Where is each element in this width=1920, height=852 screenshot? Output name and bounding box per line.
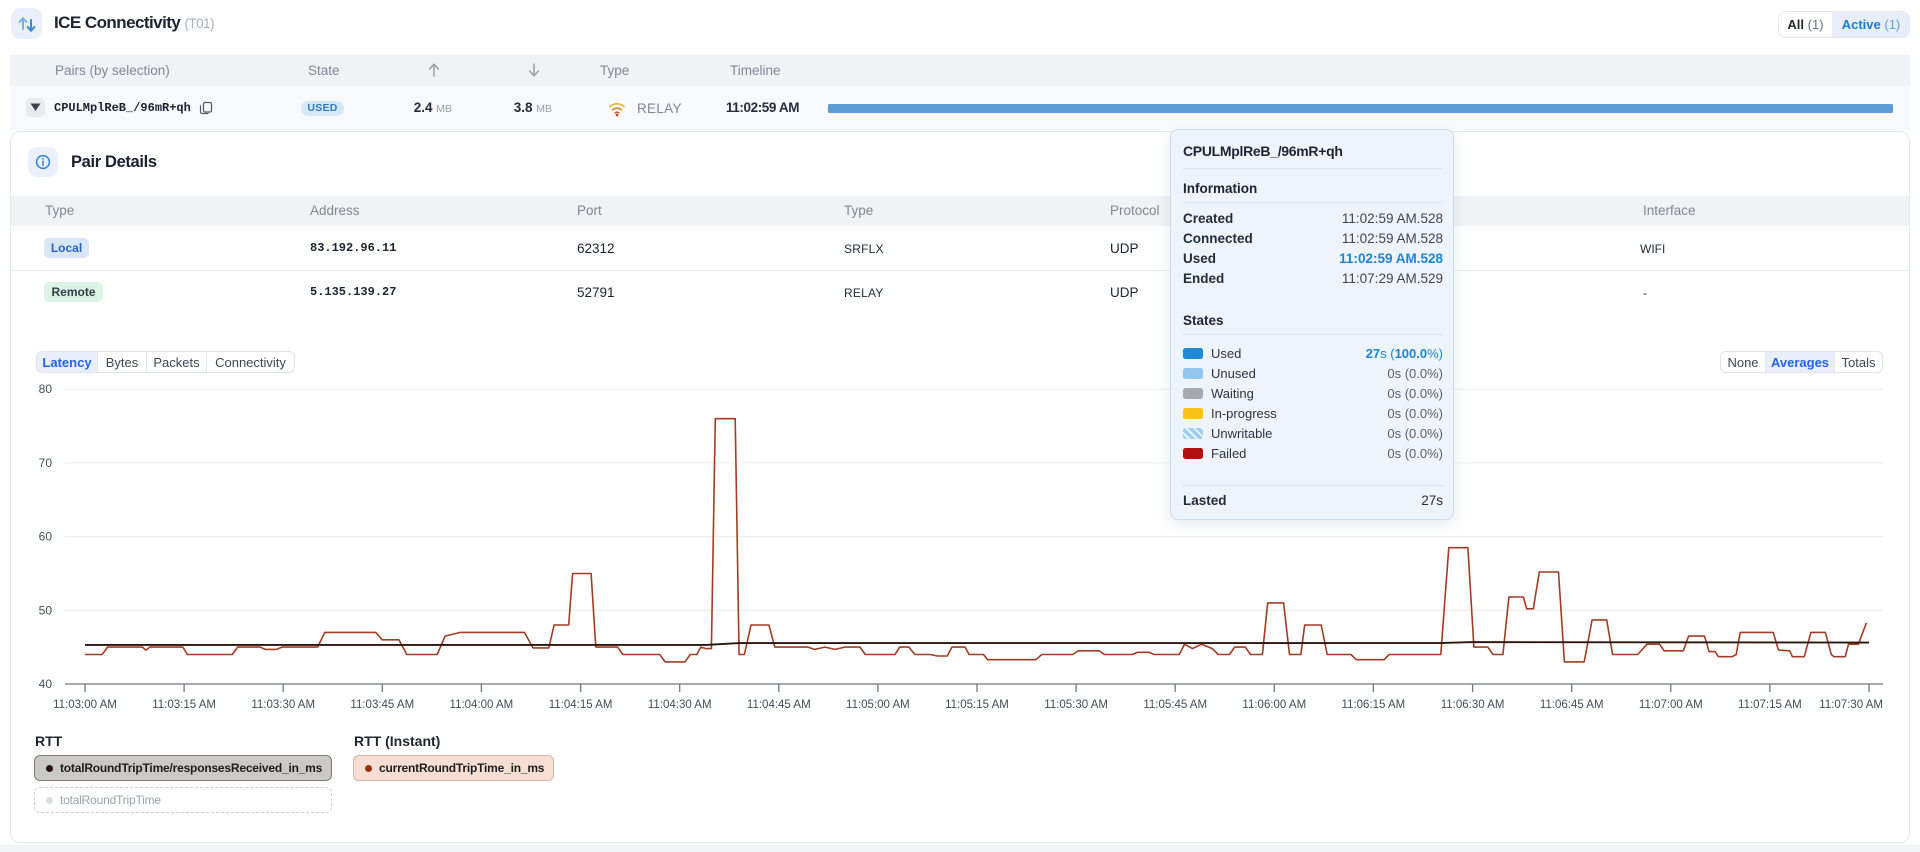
svg-text:11:04:15 AM: 11:04:15 AM (549, 699, 613, 711)
svg-text:11:07:30 AM: 11:07:30 AM (1819, 699, 1883, 711)
svg-text:11:03:15 AM: 11:03:15 AM (152, 699, 216, 711)
svg-text:11:06:00 AM: 11:06:00 AM (1242, 699, 1306, 711)
svg-text:11:05:45 AM: 11:05:45 AM (1143, 699, 1207, 711)
svg-text:40: 40 (39, 677, 53, 691)
svg-text:50: 50 (39, 603, 53, 617)
svg-text:11:04:00 AM: 11:04:00 AM (450, 699, 514, 711)
svg-text:11:05:30 AM: 11:05:30 AM (1044, 699, 1108, 711)
svg-text:11:05:15 AM: 11:05:15 AM (945, 699, 1009, 711)
svg-text:11:07:00 AM: 11:07:00 AM (1639, 699, 1703, 711)
svg-text:11:04:45 AM: 11:04:45 AM (747, 699, 811, 711)
svg-text:11:03:30 AM: 11:03:30 AM (251, 699, 315, 711)
svg-text:80: 80 (39, 382, 53, 396)
svg-text:11:04:30 AM: 11:04:30 AM (648, 699, 712, 711)
svg-text:11:06:15 AM: 11:06:15 AM (1342, 699, 1406, 711)
svg-text:11:06:45 AM: 11:06:45 AM (1540, 699, 1604, 711)
svg-text:60: 60 (39, 530, 53, 544)
svg-text:70: 70 (39, 456, 53, 470)
svg-text:11:05:00 AM: 11:05:00 AM (846, 699, 910, 711)
svg-text:11:03:45 AM: 11:03:45 AM (350, 699, 414, 711)
svg-text:11:03:00 AM: 11:03:00 AM (53, 699, 117, 711)
svg-text:11:07:15 AM: 11:07:15 AM (1738, 699, 1802, 711)
svg-text:11:06:30 AM: 11:06:30 AM (1441, 699, 1505, 711)
